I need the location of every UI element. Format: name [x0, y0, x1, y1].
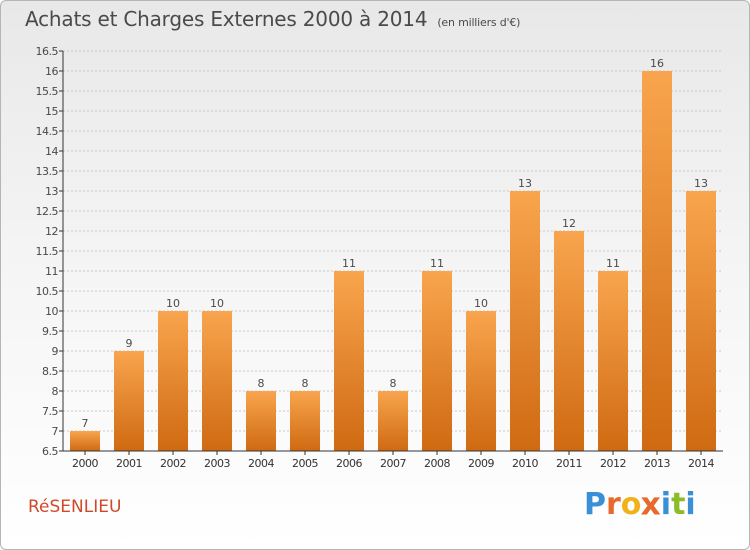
logo-letter: t	[671, 487, 686, 522]
bar-value-label: 10	[210, 297, 224, 310]
bar-value-label: 16	[650, 57, 664, 70]
y-tick-label: 10	[45, 305, 58, 318]
bar	[466, 311, 496, 451]
bar	[158, 311, 188, 451]
labels: 7 9 10 10 8 8 11 8 11 10 13 12 11 16 13	[82, 57, 709, 430]
logo-letter: x	[640, 486, 662, 523]
y-tick-label: 15	[45, 105, 58, 118]
bar	[598, 271, 628, 451]
chart-title: Achats et Charges Externes 2000 à 2014	[25, 7, 428, 31]
x-tick-label: 2012	[600, 457, 626, 470]
y-tick-label: 14	[45, 145, 58, 158]
logo-letter: i	[685, 487, 696, 522]
x-tick-label: 2002	[160, 457, 186, 470]
x-tick-label: 2010	[512, 457, 538, 470]
bar	[290, 391, 320, 451]
bar-value-label: 9	[126, 337, 133, 350]
proxiti-logo: Proxiti	[584, 486, 696, 523]
x-tick-label: 2004	[248, 457, 274, 470]
y-tick-label: 9.5	[42, 325, 58, 338]
commune-name: RéSENLIEU	[28, 497, 122, 517]
y-tick-label: 13.5	[36, 165, 59, 178]
chart-subtitle: (en milliers d'€)	[437, 16, 521, 29]
y-tick-label: 14.5	[36, 125, 59, 138]
y-tick-label: 8.5	[42, 365, 58, 378]
bar	[422, 271, 452, 451]
bar-value-label: 8	[390, 377, 397, 390]
bar	[686, 191, 716, 451]
bar	[114, 351, 144, 451]
x-tick-label: 2005	[292, 457, 318, 470]
bar	[378, 391, 408, 451]
x-tick-label: 2013	[644, 457, 670, 470]
logo-letter: r	[606, 487, 621, 522]
y-tick-label: 16	[45, 65, 58, 78]
y-tick-label: 6.5	[42, 445, 58, 458]
x-tick-label: 2001	[116, 457, 142, 470]
bar-value-label: 8	[302, 377, 309, 390]
bar	[70, 431, 100, 451]
bar-value-label: 11	[606, 257, 620, 270]
x-tick-label: 2006	[336, 457, 362, 470]
bar-value-label: 13	[694, 177, 708, 190]
chart-title-block: Achats et Charges Externes 2000 à 2014 (e…	[25, 7, 520, 31]
x-tick-label: 2014	[688, 457, 714, 470]
y-tick-label: 11.5	[36, 245, 59, 258]
bar	[642, 71, 672, 451]
y-tick-label: 7.5	[42, 405, 58, 418]
logo-letter: P	[584, 487, 606, 522]
x-tick-label: 2011	[556, 457, 582, 470]
y-tick-label: 10.5	[36, 285, 59, 298]
x-tick-label: 2008	[424, 457, 450, 470]
bars	[70, 71, 716, 451]
y-tick-label: 9	[52, 345, 59, 358]
y-tick-label: 12	[45, 225, 58, 238]
axes: 6.5 7 7.5 8 8.5 9 9.5 10 10.5 11 11.5 12 12.5 13 13.5 1…	[36, 45, 723, 470]
bar-value-label: 12	[562, 217, 576, 230]
bar	[246, 391, 276, 451]
bar-value-label: 11	[342, 257, 356, 270]
bar	[510, 191, 540, 451]
y-tick-label: 15.5	[36, 85, 59, 98]
y-tick-label: 12.5	[36, 205, 59, 218]
x-tick-label: 2003	[204, 457, 230, 470]
y-tick-label: 13	[45, 185, 58, 198]
bar-value-label: 13	[518, 177, 532, 190]
bar-value-label: 8	[258, 377, 265, 390]
logo-letter: i	[660, 487, 672, 522]
y-tick-label: 7	[52, 425, 59, 438]
bar	[554, 231, 584, 451]
y-tick-label: 8	[52, 385, 59, 398]
bar-value-label: 11	[430, 257, 444, 270]
y-tick-label: 16.5	[36, 45, 59, 58]
x-tick-label: 2000	[72, 457, 98, 470]
bar-value-label: 10	[474, 297, 488, 310]
bar	[334, 271, 364, 451]
logo-letter: o	[620, 487, 642, 522]
bar-value-label: 7	[82, 417, 89, 430]
bar	[202, 311, 232, 451]
x-tick-label: 2007	[380, 457, 406, 470]
x-tick-label: 2009	[468, 457, 494, 470]
bar-value-label: 10	[166, 297, 180, 310]
y-tick-label: 11	[45, 265, 58, 278]
